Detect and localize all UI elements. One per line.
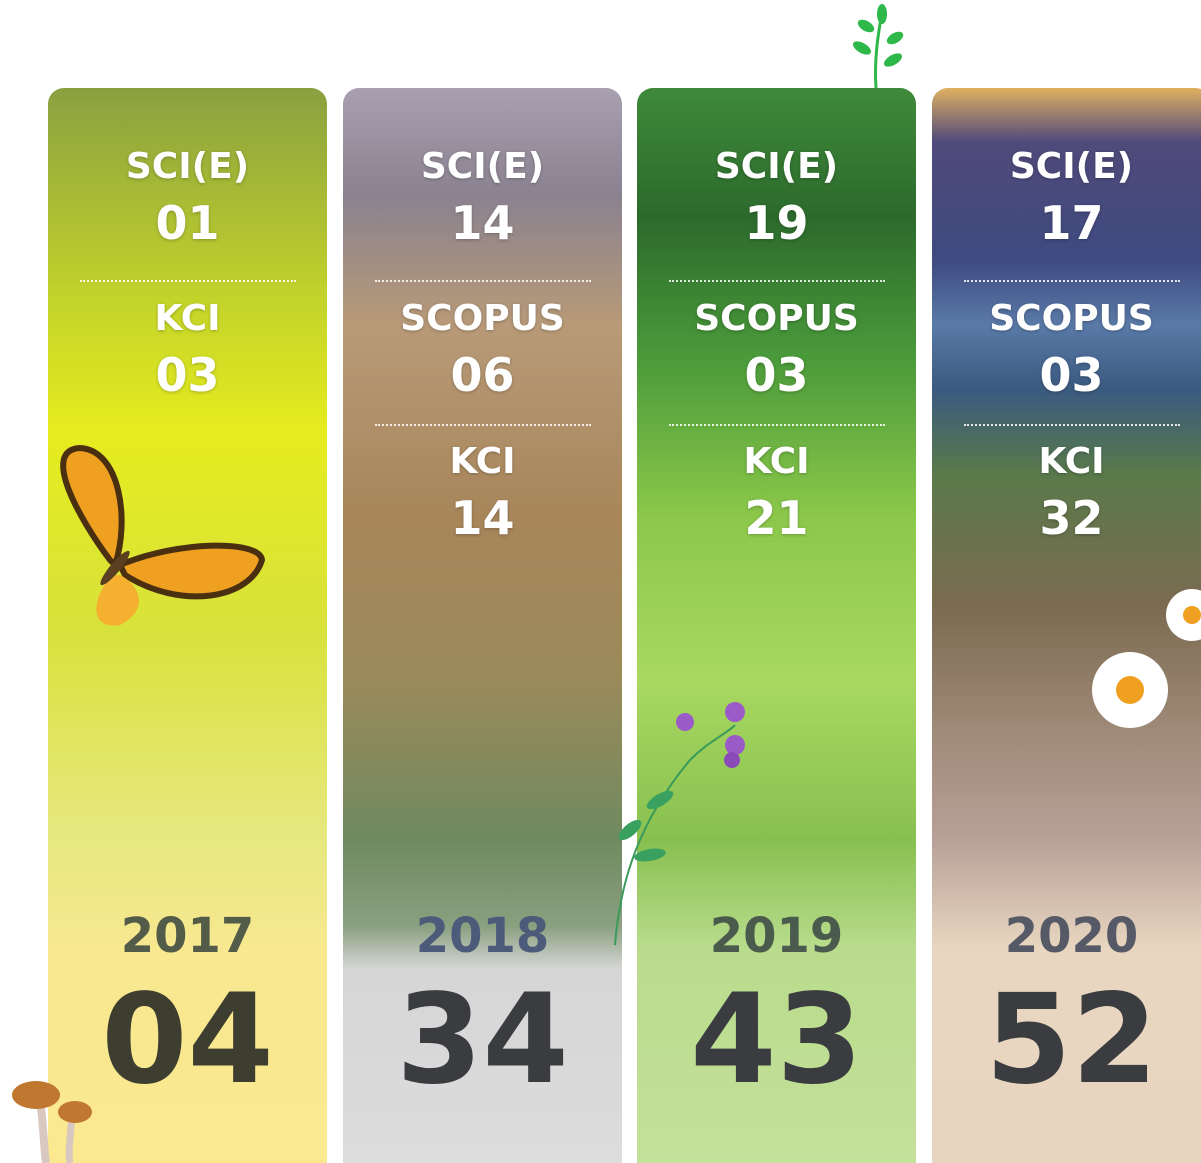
index-count: 32	[1039, 491, 1104, 545]
separator	[964, 280, 1180, 282]
year-column: SCI(E) 14 SCOPUS 06 KCI 14 2018 34	[343, 88, 622, 1163]
total: 34	[396, 968, 569, 1112]
index-count: 03	[1039, 348, 1104, 402]
total: 04	[101, 968, 274, 1112]
index-label: SCI(E)	[714, 146, 839, 187]
separator	[80, 280, 296, 282]
index-label: SCOPUS	[989, 298, 1154, 339]
separator	[669, 280, 885, 282]
year-column: SCI(E) 01 KCI 03 2017 04	[48, 88, 327, 1163]
year: 2019	[709, 908, 844, 964]
index-count: 14	[450, 196, 515, 250]
year: 2017	[120, 908, 255, 964]
separator	[375, 280, 591, 282]
index-count: 21	[744, 491, 809, 545]
index-count: 03	[155, 348, 220, 402]
index-label: KCI	[743, 441, 810, 482]
separator	[375, 424, 591, 426]
index-label: SCI(E)	[1009, 146, 1134, 187]
total: 52	[985, 968, 1158, 1112]
index-label: KCI	[449, 441, 516, 482]
year-column: SCI(E) 17 SCOPUS 03 KCI 32 2020 52	[932, 88, 1201, 1163]
sprout	[852, 4, 904, 89]
index-label: SCI(E)	[420, 146, 545, 187]
index-label: SCOPUS	[694, 298, 859, 339]
index-count: 14	[450, 491, 515, 545]
index-count: 03	[744, 348, 809, 402]
index-count: 01	[155, 196, 220, 250]
total: 43	[690, 968, 863, 1112]
index-count: 06	[450, 348, 515, 402]
index-count: 19	[744, 196, 809, 250]
separator	[964, 424, 1180, 426]
year: 2020	[1004, 908, 1139, 964]
index-label: KCI	[154, 298, 221, 339]
index-label: KCI	[1038, 441, 1105, 482]
index-label: SCOPUS	[400, 298, 565, 339]
separator	[669, 424, 885, 426]
index-count: 17	[1039, 196, 1104, 250]
index-label: SCI(E)	[125, 146, 250, 187]
year: 2018	[415, 908, 550, 964]
year-column: SCI(E) 19 SCOPUS 03 KCI 21 2019 43	[637, 88, 916, 1163]
